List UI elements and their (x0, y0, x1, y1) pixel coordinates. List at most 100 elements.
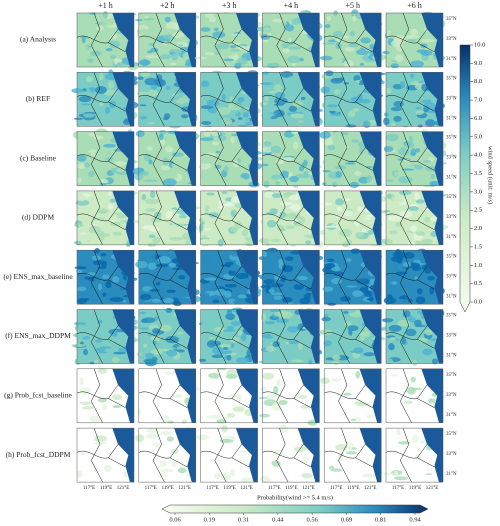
texture (350, 418, 356, 422)
texture (170, 319, 178, 324)
texture (327, 21, 334, 24)
map-panel (73, 190, 138, 248)
texture (408, 206, 419, 211)
texture (278, 399, 288, 406)
texture (292, 141, 299, 150)
texture (344, 321, 352, 326)
panel-frame (138, 131, 197, 186)
prob-tick-label: 0.06 (169, 516, 181, 523)
texture (204, 52, 217, 56)
texture (143, 358, 157, 364)
texture (91, 255, 101, 261)
sea (421, 250, 443, 305)
texture (346, 119, 355, 126)
texture (177, 349, 185, 353)
texture (164, 371, 177, 375)
texture (266, 219, 277, 228)
lat-label: 35°N (446, 136, 457, 141)
wind-tick-label: 5.0 (474, 133, 482, 140)
row-label: (g) Prob_fcst_baseline (4, 391, 72, 400)
panel-frame (262, 309, 320, 364)
texture (199, 137, 214, 142)
texture (205, 205, 210, 214)
texture (410, 376, 416, 383)
lat-label: 33°N (446, 156, 457, 161)
texture (387, 215, 402, 222)
texture (411, 312, 421, 319)
map-panel (199, 249, 262, 305)
texture (178, 164, 190, 169)
texture (99, 179, 109, 184)
texture (237, 117, 243, 120)
panel-frame (323, 249, 382, 305)
texture (97, 79, 104, 84)
texture (109, 198, 117, 203)
texture (76, 470, 83, 478)
texture (342, 210, 354, 217)
texture (221, 473, 232, 481)
texture (431, 358, 439, 365)
texture (412, 360, 418, 367)
map-panel (259, 190, 324, 249)
texture (146, 432, 160, 440)
texture (215, 150, 221, 154)
texture (75, 199, 90, 206)
texture (204, 114, 216, 122)
texture (164, 113, 171, 119)
texture (270, 329, 280, 338)
texture (393, 171, 401, 176)
texture (178, 44, 184, 47)
texture (330, 78, 343, 84)
map-panel (259, 71, 324, 127)
borders (76, 250, 126, 305)
texture (335, 171, 342, 178)
texture (215, 22, 226, 26)
texture (82, 406, 94, 410)
texture (398, 176, 413, 184)
borders (385, 309, 435, 364)
texture (407, 356, 416, 362)
texture (321, 202, 333, 206)
texture (214, 318, 229, 327)
sea (297, 131, 320, 186)
texture (335, 444, 348, 451)
borders (138, 190, 188, 246)
texture (303, 456, 309, 464)
texture (358, 338, 366, 341)
map-panel (380, 190, 449, 246)
sea (235, 131, 258, 186)
borders (200, 428, 250, 483)
texture (202, 255, 214, 263)
texture (300, 96, 306, 100)
texture (305, 240, 311, 245)
texture (199, 223, 204, 232)
texture (292, 180, 300, 188)
texture (80, 103, 92, 106)
map-panel (319, 368, 382, 424)
sea (235, 72, 258, 127)
texture (293, 224, 301, 227)
texture (164, 146, 174, 153)
texture (86, 191, 98, 195)
texture (262, 372, 275, 380)
texture (230, 136, 235, 144)
texture (350, 248, 361, 254)
texture (102, 22, 114, 26)
texture (294, 281, 307, 285)
borders (76, 368, 126, 423)
texture (77, 234, 88, 240)
texture (393, 100, 404, 108)
texture (172, 31, 185, 38)
texture (429, 181, 437, 187)
texture (341, 198, 352, 202)
lat-label: 35°N (446, 314, 457, 319)
sea (359, 72, 382, 127)
map-panel (258, 368, 320, 426)
texture (133, 219, 146, 224)
texture (331, 223, 336, 227)
texture (150, 254, 156, 260)
texture (228, 317, 234, 320)
texture (157, 348, 170, 352)
texture (135, 260, 148, 269)
lon-label: 121°E (117, 486, 130, 491)
